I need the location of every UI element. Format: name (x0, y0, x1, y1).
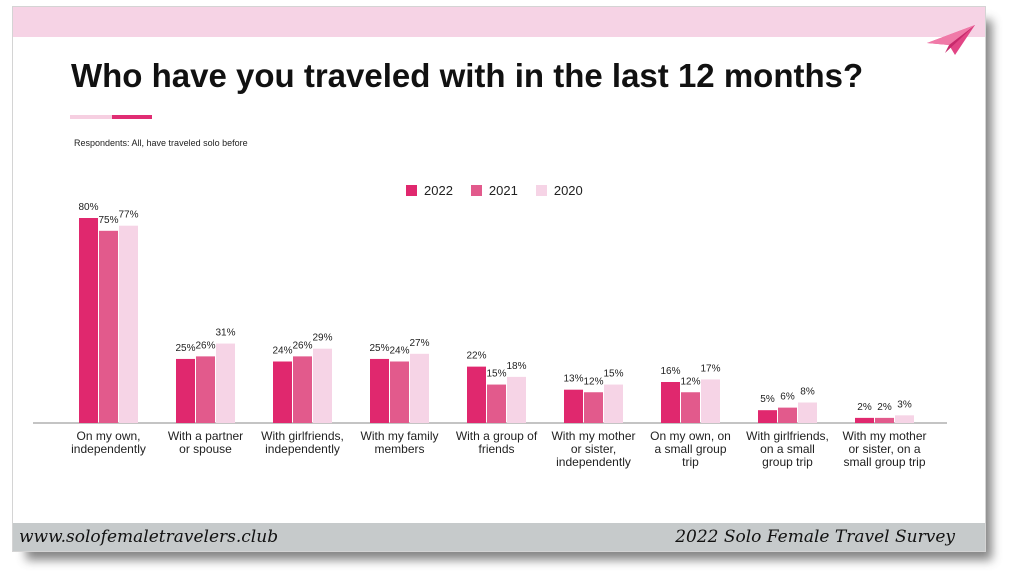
data-label: 12% (680, 376, 700, 387)
legend-item-2022: 2022 (406, 183, 453, 198)
category-label: On my own, on a small group trip (650, 429, 731, 469)
legend-swatch (406, 185, 417, 196)
data-label: 26% (195, 340, 215, 351)
bar-2022 (273, 361, 292, 423)
legend-label: 2022 (424, 183, 453, 198)
title-accent-bar (70, 115, 152, 119)
bar-2022 (758, 410, 777, 423)
data-label: 18% (506, 361, 526, 372)
legend-item-2020: 2020 (535, 183, 583, 198)
data-label: 77% (118, 210, 138, 221)
category-label: With my mother or sister, on a small group… (842, 429, 926, 469)
bar-2020 (216, 343, 235, 423)
bar-2022 (370, 358, 389, 423)
footer-bar: www.solofemaletravelers.club 2022 Solo F… (13, 523, 985, 551)
bar-2021 (487, 384, 506, 423)
bar-2021 (293, 356, 312, 423)
paper-plane-icon (927, 25, 975, 55)
legend-item-2021: 2021 (470, 183, 518, 198)
data-label: 27% (409, 338, 429, 349)
category-label: On my own, independently (71, 429, 146, 456)
data-label: 25% (369, 343, 389, 354)
data-label: 80% (78, 202, 98, 213)
legend-swatch (470, 185, 482, 196)
bar-2020 (604, 384, 623, 423)
bar-2020 (119, 225, 138, 423)
chart-legend: 2022 2021 2020 (406, 183, 583, 198)
bar-2022 (661, 382, 680, 423)
survey-title: 2022 Solo Female Travel Survey (675, 527, 955, 547)
data-label: 17% (700, 363, 720, 374)
bar-2020 (701, 379, 720, 423)
data-label: 75% (98, 215, 118, 226)
bar-2021 (681, 392, 700, 423)
bar-2020 (895, 415, 914, 423)
data-label: 3% (897, 399, 912, 410)
bar-2022 (467, 366, 486, 423)
website-link[interactable]: www.solofemaletravelers.club (19, 527, 279, 547)
data-label: 15% (603, 369, 623, 380)
top-band (13, 7, 985, 37)
data-label: 29% (312, 333, 332, 344)
bar-2022 (79, 218, 98, 423)
page-title: Who have you traveled with in the last 1… (71, 57, 864, 94)
bar-2021 (390, 361, 409, 423)
data-label: 2% (857, 402, 872, 413)
bar-2022 (176, 358, 195, 423)
data-label: 26% (292, 340, 312, 351)
data-label: 12% (583, 376, 603, 387)
bar-2022 (564, 389, 583, 423)
legend-swatch (535, 185, 547, 196)
bar-2020 (507, 376, 526, 423)
bar-2021 (99, 230, 118, 423)
category-label: With girlfriends, on a small group trip (746, 429, 829, 469)
bar-2020 (798, 402, 817, 423)
data-label: 6% (780, 392, 795, 403)
bar-2021 (196, 356, 215, 423)
category-label: With girlfriends, independently (261, 429, 344, 456)
category-label: With a partner or spouse (168, 429, 243, 456)
data-label: 24% (389, 346, 409, 357)
bar-2022 (855, 417, 874, 423)
bar-2021 (875, 417, 894, 423)
category-label: With a group of friends (456, 429, 538, 456)
bar-2020 (410, 353, 429, 423)
data-label: 22% (466, 351, 486, 362)
category-label: With my family members (361, 429, 439, 456)
bar-2020 (313, 348, 332, 423)
bar-2021 (778, 407, 797, 423)
slide: Who have you traveled with in the last 1… (12, 6, 986, 552)
bar-2021 (584, 392, 603, 423)
legend-label: 2021 (488, 183, 518, 198)
data-label: 25% (175, 343, 195, 354)
data-label: 15% (486, 369, 506, 380)
data-label: 31% (215, 328, 235, 339)
data-label: 5% (760, 394, 775, 405)
legend-label: 2020 (553, 183, 583, 198)
data-label: 2% (877, 402, 892, 413)
data-label: 24% (272, 346, 292, 357)
respondents-note: Respondents: All, have traveled solo bef… (74, 138, 248, 148)
data-label: 8% (800, 387, 815, 398)
category-label: With my mother or sister, independently (551, 429, 635, 469)
data-label: 16% (660, 366, 680, 377)
data-label: 13% (563, 374, 583, 385)
